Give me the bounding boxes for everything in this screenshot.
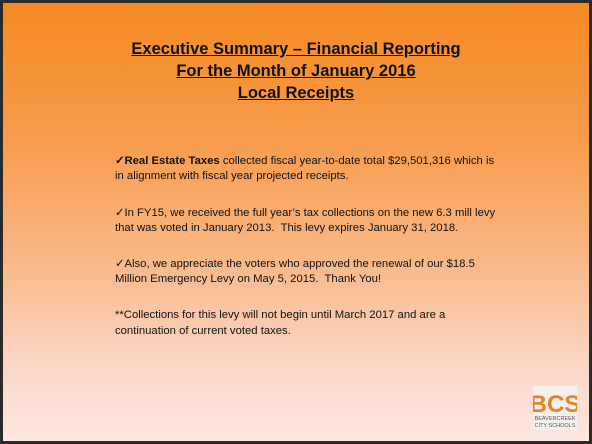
paragraph-line: continuation of current voted taxes. [115, 325, 291, 337]
logo-bg [533, 386, 577, 430]
paragraph-line: ✓In FY15, we received the full year’s ta… [115, 207, 496, 219]
text: collected fiscal year-to-date total $29,… [219, 155, 495, 167]
bold-text: ✓Real Estate Taxes [115, 155, 220, 167]
title-line: For the Month of January 2016 [176, 62, 416, 80]
paragraph-line: in alignment with fiscal year projected … [115, 170, 349, 182]
logo-mark: BCS [533, 391, 577, 418]
paragraph-line: ✓Real Estate Taxes collected fiscal year… [115, 154, 494, 167]
logo-text: CITY SCHOOLS [535, 423, 576, 429]
paragraph-line: Million Emergency Levy on May 5, 2015. T… [115, 273, 382, 285]
paragraph-line: ✓Also, we appreciate the voters who appr… [115, 258, 475, 270]
logo-text: BEAVERCREEK [535, 416, 576, 422]
paragraph-line: **Collections for this levy will not beg… [115, 309, 446, 321]
paragraph-line: that was voted in January 2013. This lev… [115, 222, 459, 234]
title-line: Local Receipts [237, 84, 355, 102]
logo: BCS BEAVERCREEK CITY SCHOOLS [533, 386, 577, 430]
title-line: Executive Summary – Financial Reporting [131, 40, 461, 58]
